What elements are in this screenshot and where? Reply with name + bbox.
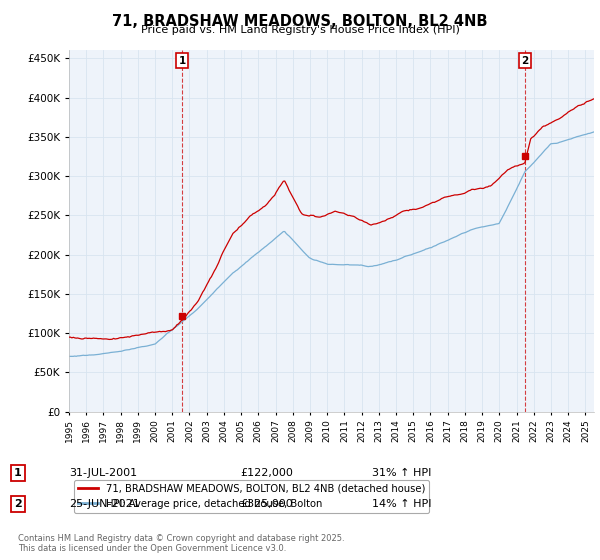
- Text: 1: 1: [179, 55, 186, 66]
- Text: 2: 2: [521, 55, 529, 66]
- Text: 25-JUN-2021: 25-JUN-2021: [69, 499, 140, 509]
- Text: Price paid vs. HM Land Registry's House Price Index (HPI): Price paid vs. HM Land Registry's House …: [140, 25, 460, 35]
- Text: Contains HM Land Registry data © Crown copyright and database right 2025.
This d: Contains HM Land Registry data © Crown c…: [18, 534, 344, 553]
- Legend: 71, BRADSHAW MEADOWS, BOLTON, BL2 4NB (detached house), HPI: Average price, deta: 71, BRADSHAW MEADOWS, BOLTON, BL2 4NB (d…: [74, 480, 430, 513]
- Text: 31% ↑ HPI: 31% ↑ HPI: [372, 468, 431, 478]
- Text: £122,000: £122,000: [240, 468, 293, 478]
- Text: 14% ↑ HPI: 14% ↑ HPI: [372, 499, 431, 509]
- Text: 71, BRADSHAW MEADOWS, BOLTON, BL2 4NB: 71, BRADSHAW MEADOWS, BOLTON, BL2 4NB: [112, 14, 488, 29]
- Text: 31-JUL-2001: 31-JUL-2001: [69, 468, 137, 478]
- Text: 2: 2: [14, 499, 22, 509]
- Text: £325,000: £325,000: [240, 499, 293, 509]
- Text: 1: 1: [14, 468, 22, 478]
